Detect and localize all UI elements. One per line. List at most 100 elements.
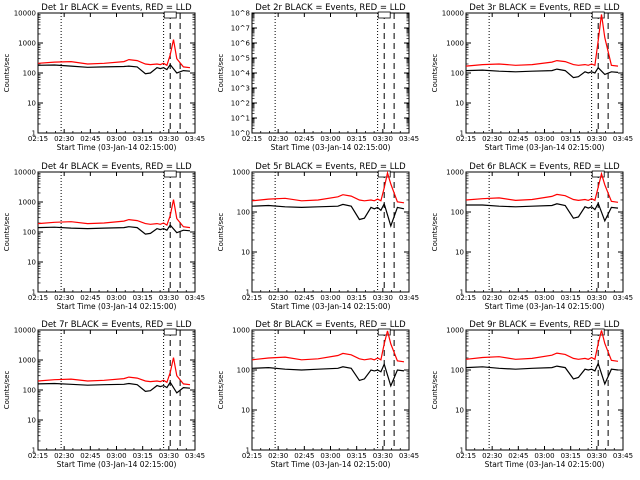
y-tick-label: 1 <box>32 130 36 138</box>
x-tick-label: 02:15 <box>28 452 48 460</box>
x-axis-label: Start Time (03-Jan-14 02:15:00) <box>57 143 177 152</box>
x-tick-label: 03:15 <box>347 452 367 460</box>
x-tick-label: 02:45 <box>294 135 314 143</box>
panel-title: Det 5r BLACK = Events, RED = LLD <box>255 162 406 172</box>
y-axis-label: Counts/sec <box>3 371 11 410</box>
x-axis-label: Start Time (03-Jan-14 02:15:00) <box>485 460 605 469</box>
x-tick-label: 02:15 <box>456 452 476 460</box>
y-tick-label: 10^6 <box>231 40 251 48</box>
events-series-line <box>466 201 619 223</box>
x-tick-label: 02:45 <box>294 294 314 302</box>
panel-title: Det 9r BLACK = Events, RED = LLD <box>469 320 620 330</box>
x-tick-label: 03:00 <box>106 135 126 143</box>
x-axis-label: Start Time (03-Jan-14 02:15:00) <box>485 143 605 152</box>
y-tick-label: 1 <box>460 447 464 455</box>
x-tick-label: 02:15 <box>456 294 476 302</box>
lld-series-line <box>37 357 191 386</box>
x-tick-label: 03:00 <box>320 452 340 460</box>
y-tick-label: 10000 <box>14 169 36 177</box>
x-tick-label: 03:15 <box>133 294 153 302</box>
x-tick-label: 02:45 <box>508 135 528 143</box>
x-tick-label: 03:30 <box>587 294 607 302</box>
y-axis-label: Counts/sec <box>431 54 439 93</box>
x-tick-label: 03:30 <box>587 452 607 460</box>
detector-panel-1: Det 1r BLACK = Events, RED = LLD 02:15 02:… <box>3 3 205 152</box>
lld-series-line <box>251 170 405 204</box>
y-tick-label: 10^4 <box>231 70 251 78</box>
detector-panel-8: Det 8r BLACK = Events, RED = LLD 02:15 02:… <box>217 320 419 469</box>
y-tick-label: 1 <box>246 289 250 297</box>
y-axis-label: Counts/sec <box>217 213 225 252</box>
lld-series-line <box>251 330 405 363</box>
x-tick-label: 03:30 <box>159 452 179 460</box>
lld-series-line <box>37 39 191 69</box>
event-box-marker <box>591 328 605 336</box>
y-axis-label: Counts/sec <box>3 213 11 252</box>
panel-title: Det 6r BLACK = Events, RED = LLD <box>469 162 620 172</box>
y-tick-label: 100 <box>23 70 36 78</box>
y-tick-label: 10000 <box>442 10 464 18</box>
x-tick-label: 03:15 <box>133 452 153 460</box>
x-tick-label: 03:45 <box>185 452 205 460</box>
lld-series-line <box>465 330 619 362</box>
detector-panel-6: Det 6r BLACK = Events, RED = LLD 02:15 02:… <box>431 162 633 311</box>
y-tick-label: 1 <box>246 447 250 455</box>
x-axis-label: Start Time (03-Jan-14 02:15:00) <box>271 143 391 152</box>
y-tick-label: 10 <box>241 249 250 257</box>
x-tick-label: 02:30 <box>268 452 288 460</box>
y-tick-label: 1000 <box>232 169 250 177</box>
event-box-marker <box>377 328 391 336</box>
x-tick-label: 03:45 <box>613 135 633 143</box>
x-tick-label: 02:15 <box>28 294 48 302</box>
x-axis-label: Start Time (03-Jan-14 02:15:00) <box>271 460 391 469</box>
x-tick-label: 03:00 <box>320 294 340 302</box>
events-series-line <box>465 66 619 79</box>
events-series-line <box>37 224 191 235</box>
event-box-marker <box>377 170 391 178</box>
y-tick-label: 10 <box>455 100 464 108</box>
x-tick-label: 03:15 <box>561 135 581 143</box>
y-tick-label: 1000 <box>446 40 464 48</box>
events-series-line <box>251 202 405 228</box>
x-tick-label: 03:15 <box>561 452 581 460</box>
detector-panel-2: Det 2r BLACK = Events, RED = LLD 02:15 02:… <box>217 3 419 152</box>
y-tick-label: 1 <box>460 130 464 138</box>
x-tick-label: 03:15 <box>347 294 367 302</box>
panel-title: Det 8r BLACK = Events, RED = LLD <box>255 320 406 330</box>
y-tick-label: 100 <box>237 367 250 375</box>
y-tick-label: 10 <box>27 259 36 267</box>
panel-title: Det 7r BLACK = Events, RED = LLD <box>41 320 192 330</box>
x-tick-label: 03:00 <box>534 294 554 302</box>
detector-panel-3: Det 3r BLACK = Events, RED = LLD 02:15 02:… <box>431 3 633 152</box>
x-tick-label: 03:00 <box>106 452 126 460</box>
lld-series-line <box>37 199 191 229</box>
x-tick-label: 03:45 <box>399 294 419 302</box>
y-axis-label: Counts/sec <box>3 54 11 93</box>
x-tick-label: 02:15 <box>242 294 262 302</box>
events-series-line <box>37 381 191 394</box>
x-tick-label: 02:15 <box>28 135 48 143</box>
event-box-marker <box>377 11 391 19</box>
x-tick-label: 02:30 <box>268 294 288 302</box>
y-axis-label: Counts/sec <box>217 371 225 410</box>
y-tick-label: 1000 <box>446 327 464 335</box>
x-tick-label: 02:45 <box>80 294 100 302</box>
lld-series-line <box>465 171 619 203</box>
x-tick-label: 03:15 <box>347 135 367 143</box>
x-tick-label: 03:45 <box>613 294 633 302</box>
x-tick-label: 02:30 <box>54 452 74 460</box>
event-box-marker <box>163 170 177 178</box>
x-tick-label: 03:30 <box>373 135 393 143</box>
x-tick-label: 03:00 <box>106 294 126 302</box>
y-tick-label: 10^0 <box>231 130 250 138</box>
panel-title: Det 1r BLACK = Events, RED = LLD <box>41 3 192 13</box>
y-tick-label: 10000 <box>14 327 36 335</box>
x-tick-label: 02:30 <box>482 294 502 302</box>
event-box-marker <box>591 11 605 19</box>
x-tick-label: 03:45 <box>185 294 205 302</box>
y-tick-label: 1 <box>32 447 36 455</box>
y-axis-label: Counts/sec <box>431 371 439 410</box>
detector-panel-4: Det 4r BLACK = Events, RED = LLD 02:15 02:… <box>3 162 205 311</box>
lld-series-line <box>465 14 619 67</box>
x-tick-label: 02:45 <box>294 452 314 460</box>
